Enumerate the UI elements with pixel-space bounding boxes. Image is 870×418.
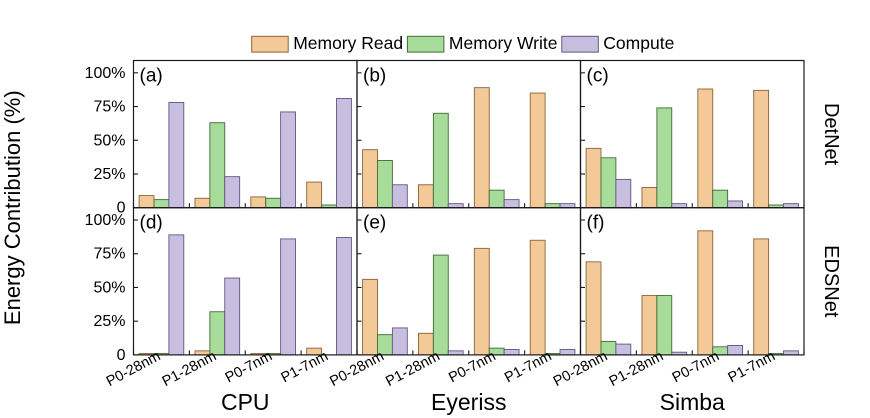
svg-text:50%: 50% [93, 279, 125, 296]
svg-text:50%: 50% [93, 132, 125, 149]
svg-text:(a): (a) [140, 66, 163, 87]
svg-text:100%: 100% [85, 65, 126, 82]
svg-text:Energy Contribution (%): Energy Contribution (%) [0, 90, 25, 325]
svg-text:25%: 25% [93, 313, 125, 330]
svg-text:75%: 75% [93, 99, 125, 116]
svg-text:(d): (d) [140, 213, 163, 234]
svg-text:Compute: Compute [603, 33, 674, 53]
svg-text:(c): (c) [587, 66, 609, 87]
svg-text:25%: 25% [93, 166, 125, 183]
svg-text:100%: 100% [85, 212, 126, 229]
svg-text:0: 0 [117, 347, 126, 364]
svg-text:EDSNet: EDSNet [820, 245, 842, 318]
svg-text:Simba: Simba [660, 389, 725, 415]
svg-text:(e): (e) [363, 213, 386, 234]
svg-text:Memory Write: Memory Write [449, 33, 558, 53]
svg-text:Eyeriss: Eyeriss [431, 389, 506, 415]
svg-text:DetNet: DetNet [820, 103, 842, 166]
svg-text:Memory Read: Memory Read [293, 33, 403, 53]
svg-text:75%: 75% [93, 246, 125, 263]
svg-text:CPU: CPU [221, 389, 270, 415]
svg-text:(b): (b) [363, 66, 386, 87]
svg-text:(f): (f) [587, 213, 605, 234]
